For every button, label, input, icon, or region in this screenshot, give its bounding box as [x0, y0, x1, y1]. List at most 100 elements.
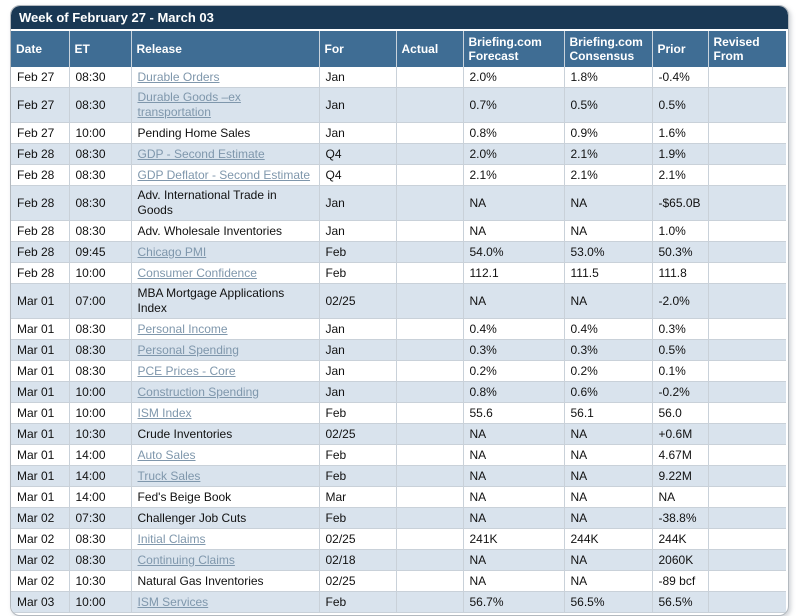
- release-link[interactable]: ISM Index: [137, 405, 192, 420]
- date-cell: Mar 01: [11, 339, 70, 361]
- consensus-cell: NA: [564, 423, 653, 445]
- prior-cell: 56.0: [652, 402, 709, 424]
- release-link[interactable]: Continuing Claims: [137, 552, 235, 567]
- for-cell: Jan: [319, 185, 397, 221]
- release-link[interactable]: Consumer Confidence: [137, 265, 257, 280]
- forecast-cell: NA: [463, 507, 565, 529]
- release-link[interactable]: Auto Sales: [137, 447, 196, 462]
- revised-cell: [708, 528, 786, 550]
- forecast-cell: 54.0%: [463, 241, 565, 263]
- column-header-briefing-forecast: Briefing.com Forecast: [462, 31, 564, 67]
- calendar-row: Mar 01 08:30 Personal Spending Jan 0.3% …: [11, 339, 786, 361]
- revised-cell: [708, 185, 786, 221]
- release-link[interactable]: Personal Income: [137, 321, 228, 336]
- et-cell: 08:30: [69, 143, 132, 165]
- release-cell: Truck Sales: [131, 465, 320, 487]
- date-cell: Feb 27: [11, 122, 70, 144]
- column-header-for: For: [318, 31, 396, 67]
- prior-cell: -2.0%: [652, 283, 709, 319]
- release-link[interactable]: PCE Prices - Core: [137, 363, 236, 378]
- prior-cell: -38.8%: [652, 507, 709, 529]
- forecast-cell: NA: [463, 465, 565, 487]
- date-cell: Feb 27: [11, 67, 70, 88]
- economic-calendar-panel: Week of February 27 - March 03 Date ET R…: [10, 5, 789, 616]
- actual-cell: [396, 570, 464, 592]
- release-link[interactable]: Durable Orders: [137, 69, 220, 84]
- et-cell: 10:00: [69, 591, 132, 613]
- for-cell: Jan: [319, 122, 397, 144]
- release-link[interactable]: Chicago PMI: [137, 244, 207, 259]
- calendar-row: Feb 28 08:30 GDP Deflator - Second Estim…: [11, 164, 786, 186]
- et-cell: 08:30: [69, 339, 132, 361]
- calendar-row: Mar 01 14:00 Fed's Beige Book Mar NA NA …: [11, 486, 786, 508]
- for-cell: Mar: [319, 486, 397, 508]
- release-link[interactable]: Personal Spending: [137, 342, 239, 357]
- et-cell: 10:00: [69, 122, 132, 144]
- date-cell: Feb 28: [11, 164, 70, 186]
- actual-cell: [396, 402, 464, 424]
- prior-cell: 0.5%: [652, 87, 709, 123]
- consensus-cell: 2.1%: [564, 164, 653, 186]
- actual-cell: [396, 283, 464, 319]
- actual-cell: [396, 423, 464, 445]
- revised-cell: [708, 486, 786, 508]
- revised-cell: [708, 164, 786, 186]
- for-cell: Jan: [319, 381, 397, 403]
- revised-cell: [708, 67, 786, 88]
- release-cell: Personal Spending: [131, 339, 320, 361]
- for-cell: Jan: [319, 87, 397, 123]
- forecast-cell: 2.0%: [463, 67, 565, 88]
- release-cell: Initial Claims: [131, 528, 320, 550]
- date-cell: Mar 01: [11, 360, 70, 382]
- calendar-row: Mar 02 08:30 Continuing Claims 02/18 NA …: [11, 549, 786, 571]
- prior-cell: 244K: [652, 528, 709, 550]
- date-cell: Feb 27: [11, 87, 70, 123]
- for-cell: Feb: [319, 402, 397, 424]
- et-cell: 10:30: [69, 570, 132, 592]
- release-cell: Construction Spending: [131, 381, 320, 403]
- prior-cell: -89 bcf: [652, 570, 709, 592]
- date-cell: Mar 03: [11, 591, 70, 613]
- date-cell: Mar 01: [11, 486, 70, 508]
- for-cell: 02/25: [319, 570, 397, 592]
- actual-cell: [396, 185, 464, 221]
- calendar-row: Mar 02 07:30 Challenger Job Cuts Feb NA …: [11, 507, 786, 529]
- prior-cell: 1.0%: [652, 220, 709, 242]
- column-header-actual: Actual: [395, 31, 463, 67]
- calendar-row: Feb 28 08:30 Adv. Wholesale Inventories …: [11, 220, 786, 242]
- release-link[interactable]: GDP - Second Estimate: [137, 146, 265, 161]
- consensus-cell: 0.9%: [564, 122, 653, 144]
- actual-cell: [396, 122, 464, 144]
- release-link[interactable]: GDP Deflator - Second Estimate: [137, 167, 311, 182]
- consensus-cell: NA: [564, 486, 653, 508]
- consensus-cell: 0.3%: [564, 339, 653, 361]
- release-link[interactable]: Construction Spending: [137, 384, 259, 399]
- calendar-row: Mar 01 10:30 Crude Inventories 02/25 NA …: [11, 423, 786, 445]
- consensus-cell: 2.1%: [564, 143, 653, 165]
- release-link[interactable]: ISM Services: [137, 594, 209, 609]
- revised-cell: [708, 318, 786, 340]
- consensus-cell: 0.2%: [564, 360, 653, 382]
- et-cell: 08:30: [69, 318, 132, 340]
- column-header-et: ET: [68, 31, 131, 67]
- for-cell: Jan: [319, 220, 397, 242]
- actual-cell: [396, 381, 464, 403]
- revised-cell: [708, 241, 786, 263]
- release-link[interactable]: Initial Claims: [137, 531, 206, 546]
- consensus-cell: 0.6%: [564, 381, 653, 403]
- release-link[interactable]: Truck Sales: [137, 468, 201, 483]
- release-link[interactable]: Durable Goods –ex transportation: [137, 90, 241, 119]
- prior-cell: NA: [652, 486, 709, 508]
- actual-cell: [396, 486, 464, 508]
- forecast-cell: 2.1%: [463, 164, 565, 186]
- release-cell: Chicago PMI: [131, 241, 320, 263]
- prior-cell: -$65.0B: [652, 185, 709, 221]
- calendar-row: Feb 28 08:30 GDP - Second Estimate Q4 2.…: [11, 143, 786, 165]
- consensus-cell: 56.1: [564, 402, 653, 424]
- release-cell: Crude Inventories: [131, 423, 320, 445]
- revised-cell: [708, 220, 786, 242]
- calendar-row: Feb 28 10:00 Consumer Confidence Feb 112…: [11, 262, 786, 284]
- column-header-prior: Prior: [651, 31, 708, 67]
- for-cell: Jan: [319, 339, 397, 361]
- calendar-row: Feb 27 10:00 Pending Home Sales Jan 0.8%…: [11, 122, 786, 144]
